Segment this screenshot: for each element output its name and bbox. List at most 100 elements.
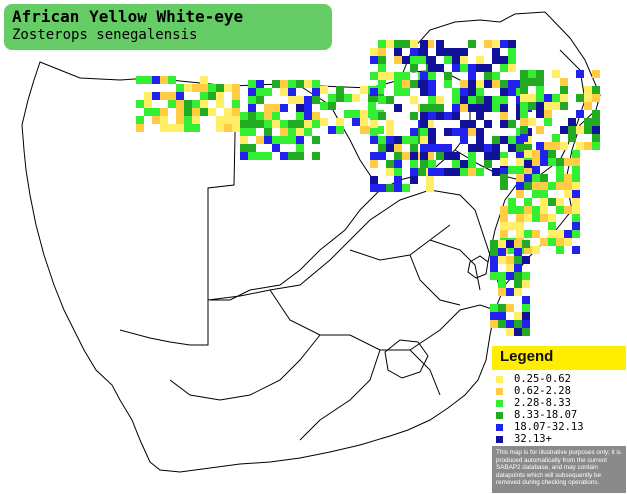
distribution-cell bbox=[492, 136, 500, 144]
distribution-cell bbox=[484, 160, 492, 168]
distribution-cell bbox=[426, 120, 434, 128]
distribution-cell bbox=[168, 92, 176, 100]
distribution-cell bbox=[508, 120, 516, 128]
distribution-cell bbox=[444, 144, 452, 152]
legend-item: 0.25-0.62 bbox=[496, 373, 624, 386]
distribution-cell bbox=[524, 230, 532, 238]
distribution-cell bbox=[428, 160, 436, 168]
distribution-cell bbox=[360, 86, 368, 94]
distribution-cell bbox=[386, 144, 394, 152]
distribution-cell bbox=[428, 96, 436, 104]
distribution-cell bbox=[436, 112, 444, 120]
distribution-cell bbox=[410, 128, 418, 136]
distribution-cell bbox=[508, 48, 516, 56]
distribution-cell bbox=[444, 72, 452, 80]
distribution-cell bbox=[536, 86, 544, 94]
distribution-cell bbox=[272, 112, 280, 120]
distribution-cell bbox=[418, 56, 426, 64]
distribution-cell bbox=[536, 110, 544, 118]
distribution-cell bbox=[370, 112, 378, 120]
distribution-cell bbox=[444, 48, 452, 56]
distribution-cell bbox=[572, 222, 580, 230]
distribution-cell bbox=[410, 168, 418, 176]
distribution-cell bbox=[444, 80, 452, 88]
distribution-cell bbox=[556, 158, 564, 166]
distribution-cell bbox=[524, 198, 532, 206]
distribution-cell bbox=[560, 142, 568, 150]
distribution-cell bbox=[232, 100, 240, 108]
distribution-cell bbox=[514, 312, 522, 320]
distribution-cell bbox=[420, 104, 428, 112]
distribution-cell bbox=[460, 104, 468, 112]
distribution-cell bbox=[256, 88, 264, 96]
distribution-cell bbox=[564, 206, 572, 214]
distribution-cell bbox=[476, 88, 484, 96]
distribution-cell bbox=[370, 88, 378, 96]
distribution-cell bbox=[200, 76, 208, 84]
distribution-cell bbox=[484, 120, 492, 128]
distribution-cell bbox=[564, 174, 572, 182]
distribution-cell bbox=[444, 168, 452, 176]
distribution-cell bbox=[520, 102, 528, 110]
distribution-cell bbox=[402, 40, 410, 48]
distribution-cell bbox=[560, 126, 568, 134]
distribution-cell bbox=[328, 94, 336, 102]
distribution-cell bbox=[492, 152, 500, 160]
distribution-cell bbox=[304, 128, 312, 136]
distribution-cell bbox=[176, 124, 184, 132]
distribution-cell bbox=[592, 94, 600, 102]
distribution-cell bbox=[280, 128, 288, 136]
distribution-cell bbox=[514, 320, 522, 328]
distribution-cell bbox=[452, 96, 460, 104]
distribution-cell bbox=[280, 104, 288, 112]
distribution-cell bbox=[386, 96, 394, 104]
distribution-cell bbox=[506, 328, 514, 336]
distribution-cell bbox=[426, 152, 434, 160]
distribution-cell bbox=[508, 144, 516, 152]
legend-heading: Legend bbox=[500, 348, 554, 365]
distribution-cell bbox=[370, 72, 378, 80]
distribution-cell bbox=[576, 94, 584, 102]
distribution-cell bbox=[344, 94, 352, 102]
distribution-cell bbox=[444, 152, 452, 160]
distribution-cell bbox=[192, 100, 200, 108]
distribution-cell bbox=[452, 104, 460, 112]
distribution-cell bbox=[556, 238, 564, 246]
distribution-cell bbox=[394, 104, 402, 112]
distribution-cell bbox=[144, 100, 152, 108]
distribution-cell bbox=[272, 136, 280, 144]
distribution-cell bbox=[420, 144, 428, 152]
distribution-cell bbox=[520, 126, 528, 134]
distribution-cell bbox=[152, 76, 160, 84]
legend-item: 18.07-32.13 bbox=[496, 421, 624, 434]
distribution-cell bbox=[256, 120, 264, 128]
distribution-cell bbox=[160, 92, 168, 100]
distribution-cell bbox=[500, 174, 508, 182]
distribution-cell bbox=[386, 136, 394, 144]
distribution-cell bbox=[360, 126, 368, 134]
distribution-cell bbox=[460, 56, 468, 64]
distribution-cell bbox=[248, 120, 256, 128]
distribution-cell bbox=[584, 142, 592, 150]
distribution-cell bbox=[500, 120, 508, 128]
distribution-cell bbox=[368, 102, 376, 110]
distribution-cell bbox=[378, 80, 386, 88]
distribution-cell bbox=[500, 152, 508, 160]
distribution-cell bbox=[498, 272, 506, 280]
distribution-cell bbox=[544, 142, 552, 150]
distribution-cell bbox=[548, 214, 556, 222]
distribution-cell bbox=[160, 108, 168, 116]
distribution-cell bbox=[584, 126, 592, 134]
distribution-cell bbox=[386, 40, 394, 48]
distribution-cell bbox=[490, 272, 498, 280]
distribution-cell bbox=[394, 72, 402, 80]
distribution-cell bbox=[256, 136, 264, 144]
distribution-cell bbox=[312, 88, 320, 96]
distribution-cell bbox=[428, 104, 436, 112]
distribution-cell bbox=[572, 214, 580, 222]
distribution-cell bbox=[498, 280, 506, 288]
distribution-cell bbox=[394, 176, 402, 184]
distribution-cell bbox=[548, 198, 556, 206]
distribution-cell bbox=[336, 86, 344, 94]
distribution-cell bbox=[520, 86, 528, 94]
